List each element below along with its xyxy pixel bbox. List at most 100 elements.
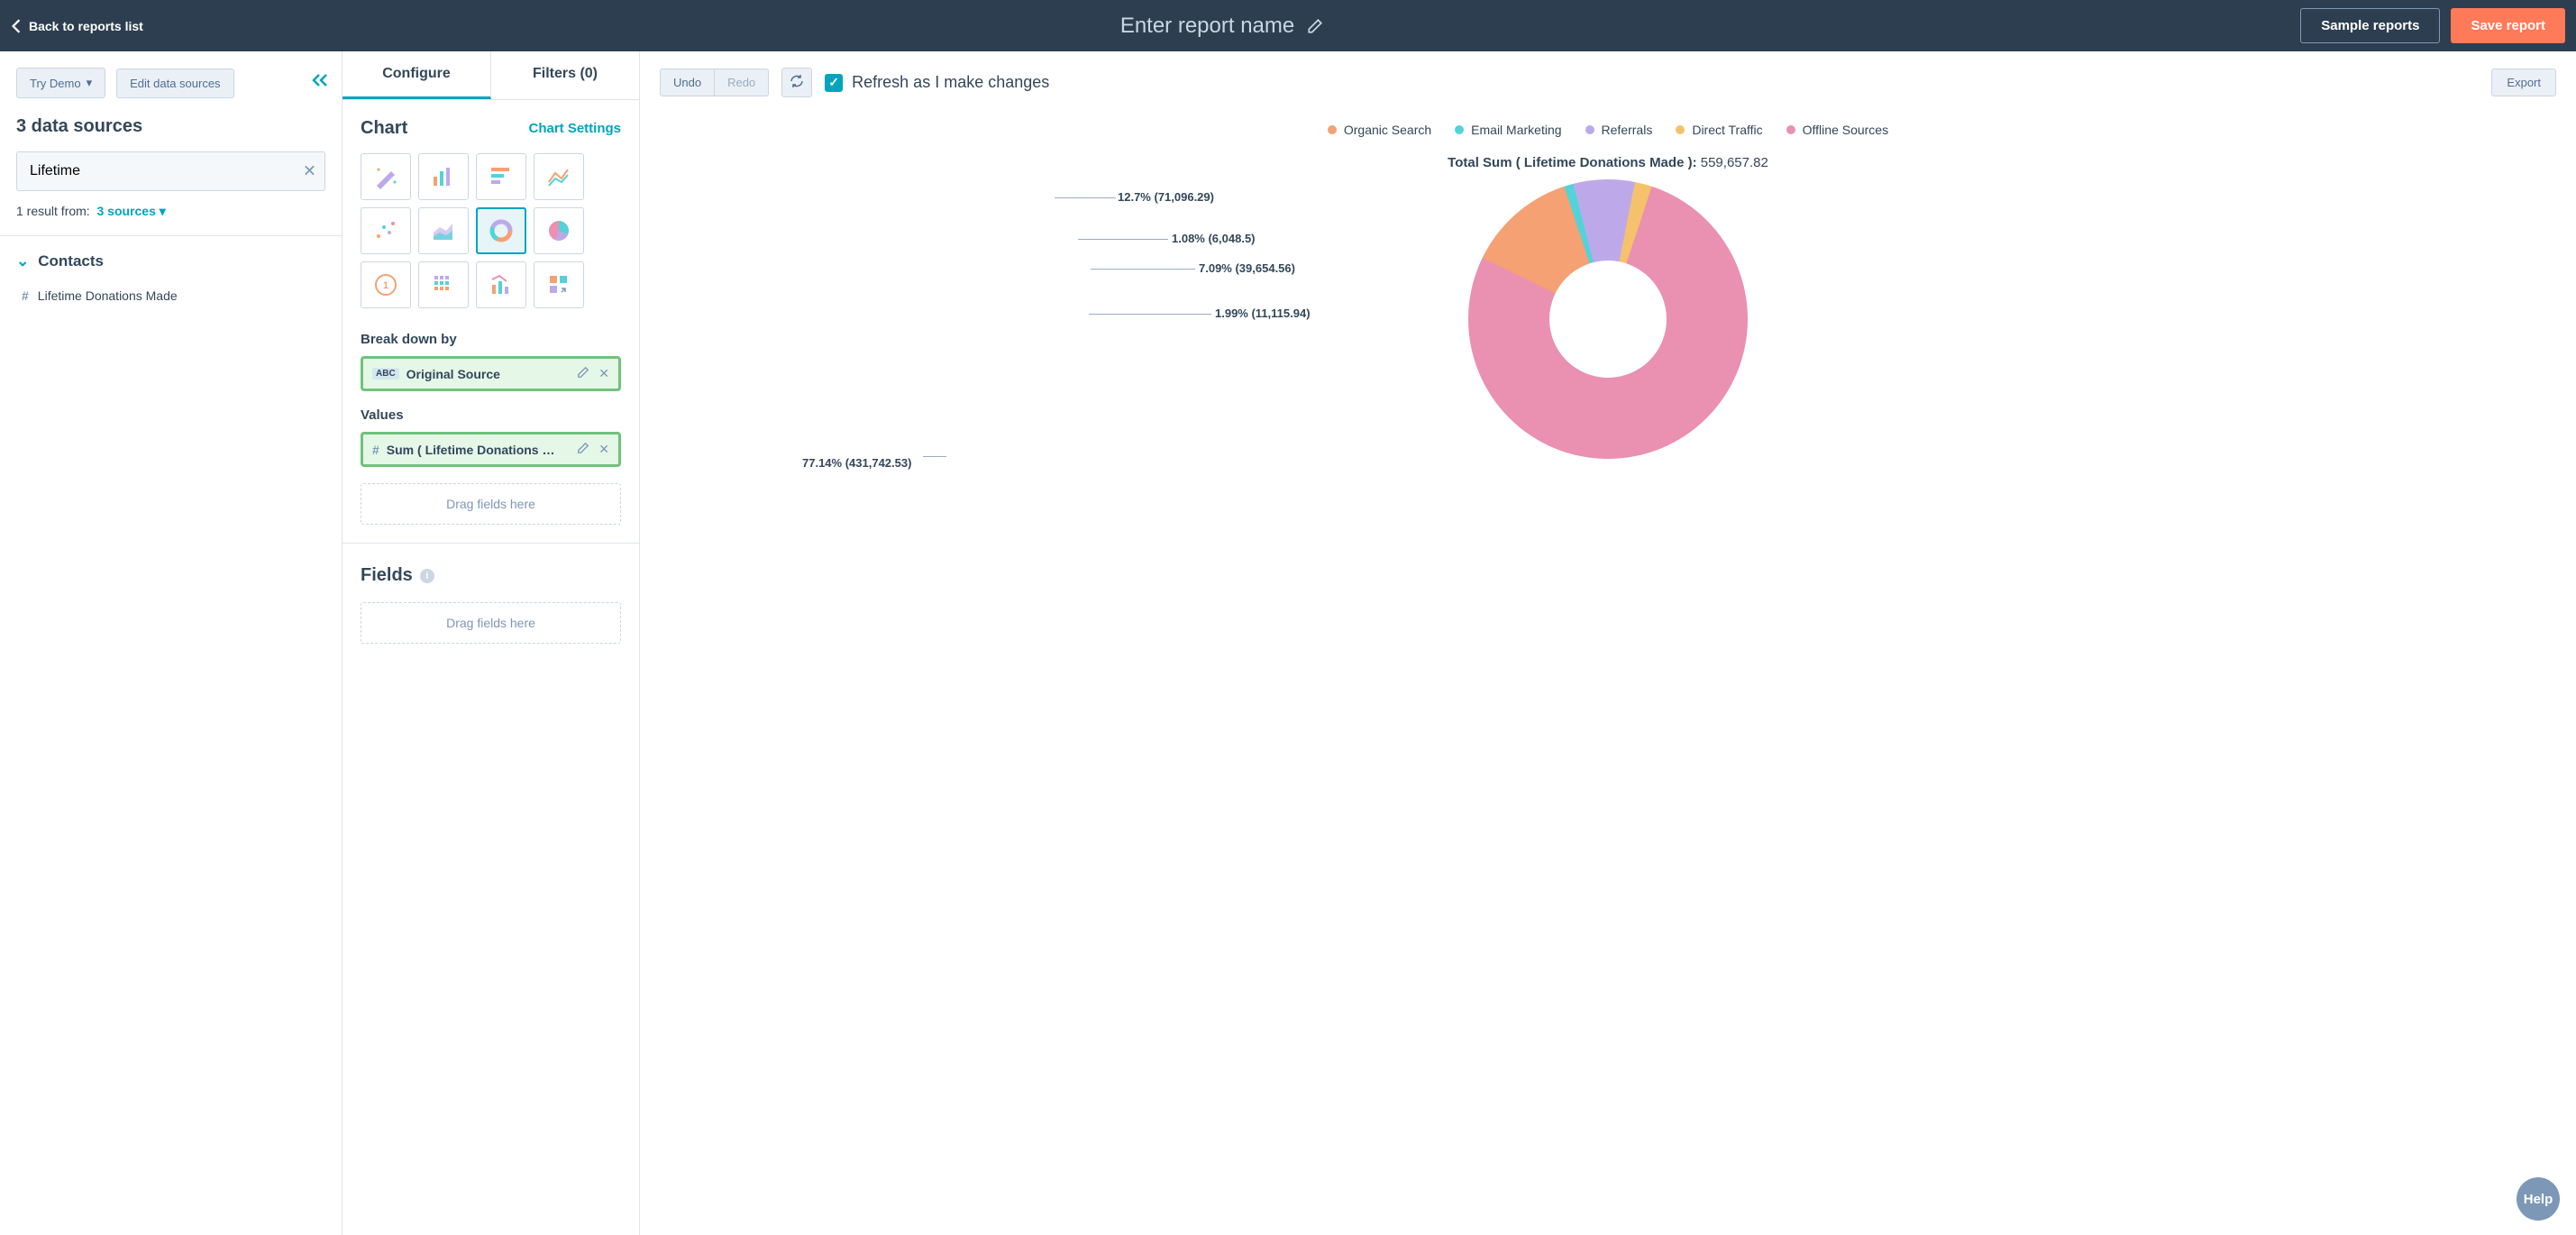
pencil-icon — [1307, 18, 1323, 34]
field-label: Lifetime Donations Made — [38, 288, 178, 303]
search-input[interactable] — [16, 151, 325, 191]
chart-callout: 1.99% (11,115.94) — [1215, 306, 1311, 320]
legend-item[interactable]: Organic Search — [1328, 123, 1431, 137]
gauge-icon — [546, 272, 571, 297]
chart-type-scatter[interactable] — [361, 207, 411, 254]
callout-line — [1089, 314, 1211, 315]
callout-line — [1078, 239, 1168, 240]
kpi-icon: 1 — [373, 272, 398, 297]
legend-label: Direct Traffic — [1692, 123, 1762, 137]
chart-settings-link[interactable]: Chart Settings — [528, 121, 621, 136]
legend-item[interactable]: Offline Sources — [1786, 123, 1888, 137]
remove-icon[interactable]: ✕ — [598, 442, 609, 457]
refresh-button[interactable] — [781, 68, 812, 97]
back-link[interactable]: Back to reports list — [11, 19, 143, 33]
values-chip[interactable]: # Sum ( Lifetime Donations … ✕ — [361, 432, 621, 467]
pencil-icon[interactable] — [577, 366, 589, 379]
area-icon — [431, 218, 456, 243]
tabs: Configure Filters (0) — [343, 51, 639, 100]
donut-chart — [1468, 179, 1748, 459]
hbar-icon — [489, 164, 514, 189]
magic-icon — [373, 164, 398, 189]
collapse-left-icon[interactable] — [311, 73, 329, 90]
legend-item[interactable]: Email Marketing — [1455, 123, 1561, 137]
values-dropzone[interactable]: Drag fields here — [361, 483, 621, 525]
legend-dot — [1455, 125, 1464, 134]
chart-type-bar[interactable] — [418, 153, 469, 200]
legend-item[interactable]: Direct Traffic — [1676, 123, 1762, 137]
values-label: Values — [361, 407, 621, 423]
field-row[interactable]: # Lifetime Donations Made — [16, 283, 325, 308]
sample-reports-button[interactable]: Sample reports — [2300, 8, 2440, 43]
tab-filters[interactable]: Filters (0) — [491, 51, 639, 99]
sources-dropdown-label: 3 sources — [96, 204, 155, 218]
legend-dot — [1328, 125, 1337, 134]
legend-label: Organic Search — [1344, 123, 1431, 137]
divider — [0, 235, 342, 236]
chevron-down-icon: ⌄ — [16, 252, 29, 270]
chart-type-gauge[interactable] — [534, 261, 584, 308]
save-report-button[interactable]: Save report — [2451, 8, 2565, 43]
contacts-accordion[interactable]: ⌄ Contacts — [16, 252, 325, 270]
left-panel: Try Demo▾ Edit data sources 3 data sourc… — [0, 51, 343, 1235]
help-button[interactable]: Help — [2517, 1177, 2560, 1221]
values-value: Sum ( Lifetime Donations … — [387, 443, 570, 457]
chart-area: Organic Search Email Marketing Referrals Di… — [640, 114, 2576, 1235]
result-line: 1 result from: 3 sources ▾ — [16, 204, 325, 219]
sources-dropdown[interactable]: 3 sources ▾ — [96, 204, 165, 218]
breakdown-chip[interactable]: ABC Original Source ✕ — [361, 356, 621, 391]
fields-heading: Fields — [361, 565, 413, 586]
chart-type-kpi[interactable]: 1 — [361, 261, 411, 308]
chart-callout: 12.7% (71,096.29) — [1118, 190, 1214, 204]
chart-type-hbar[interactable] — [476, 153, 526, 200]
tab-configure[interactable]: Configure — [343, 51, 491, 99]
back-label: Back to reports list — [29, 19, 143, 33]
chart-callout: 1.08% (6,048.5) — [1172, 232, 1256, 245]
legend-dot — [1786, 125, 1795, 134]
breakdown-label: Break down by — [361, 332, 621, 347]
chart-type-pie[interactable] — [534, 207, 584, 254]
fields-dropzone[interactable]: Drag fields here — [361, 602, 621, 644]
chart-type-area[interactable] — [418, 207, 469, 254]
refresh-icon — [790, 74, 804, 88]
chart-type-pivot[interactable] — [418, 261, 469, 308]
scatter-icon — [373, 218, 398, 243]
pie-icon — [546, 218, 571, 243]
clear-search-icon[interactable]: ✕ — [303, 162, 316, 181]
hash-icon: # — [22, 288, 29, 303]
refresh-label: Refresh as I make changes — [852, 73, 1049, 92]
configure-panel: Configure Filters (0) Chart Chart Settin… — [343, 51, 640, 1235]
legend-label: Offline Sources — [1803, 123, 1888, 137]
total-value: 559,657.82 — [1701, 155, 1768, 170]
legend-item[interactable]: Referrals — [1585, 123, 1653, 137]
export-button[interactable]: Export — [2491, 69, 2556, 96]
pencil-icon[interactable] — [577, 442, 589, 454]
topbar: Back to reports list Enter report name S… — [0, 0, 2576, 51]
chart-type-donut[interactable] — [476, 207, 526, 254]
contacts-label: Contacts — [38, 252, 104, 270]
edit-data-sources-button[interactable]: Edit data sources — [116, 69, 233, 98]
abc-icon: ABC — [372, 368, 399, 380]
info-icon[interactable]: i — [420, 569, 434, 583]
bar-icon — [431, 164, 456, 189]
remove-icon[interactable]: ✕ — [598, 366, 609, 381]
chart-type-line[interactable] — [534, 153, 584, 200]
try-demo-button[interactable]: Try Demo▾ — [16, 68, 105, 98]
refresh-checkbox[interactable]: ✓ — [825, 74, 843, 92]
chart-type-magic[interactable] — [361, 153, 411, 200]
total-label: Total Sum ( Lifetime Donations Made ): — [1448, 155, 1696, 170]
callout-line — [1055, 197, 1116, 198]
try-demo-label: Try Demo — [30, 77, 81, 90]
chart-type-combo[interactable] — [476, 261, 526, 308]
callout-line — [1091, 269, 1195, 270]
report-name[interactable]: Enter report name — [143, 14, 2300, 39]
chart-type-grid: 1 — [361, 153, 621, 308]
report-name-text: Enter report name — [1120, 14, 1294, 39]
redo-button[interactable]: Redo — [715, 69, 769, 96]
undo-button[interactable]: Undo — [660, 69, 715, 96]
combo-icon — [489, 272, 514, 297]
legend-label: Email Marketing — [1471, 123, 1561, 137]
chart-callout: 77.14% (431,742.53) — [802, 456, 911, 470]
donut-hole — [1549, 261, 1667, 378]
donut-icon — [489, 218, 514, 243]
